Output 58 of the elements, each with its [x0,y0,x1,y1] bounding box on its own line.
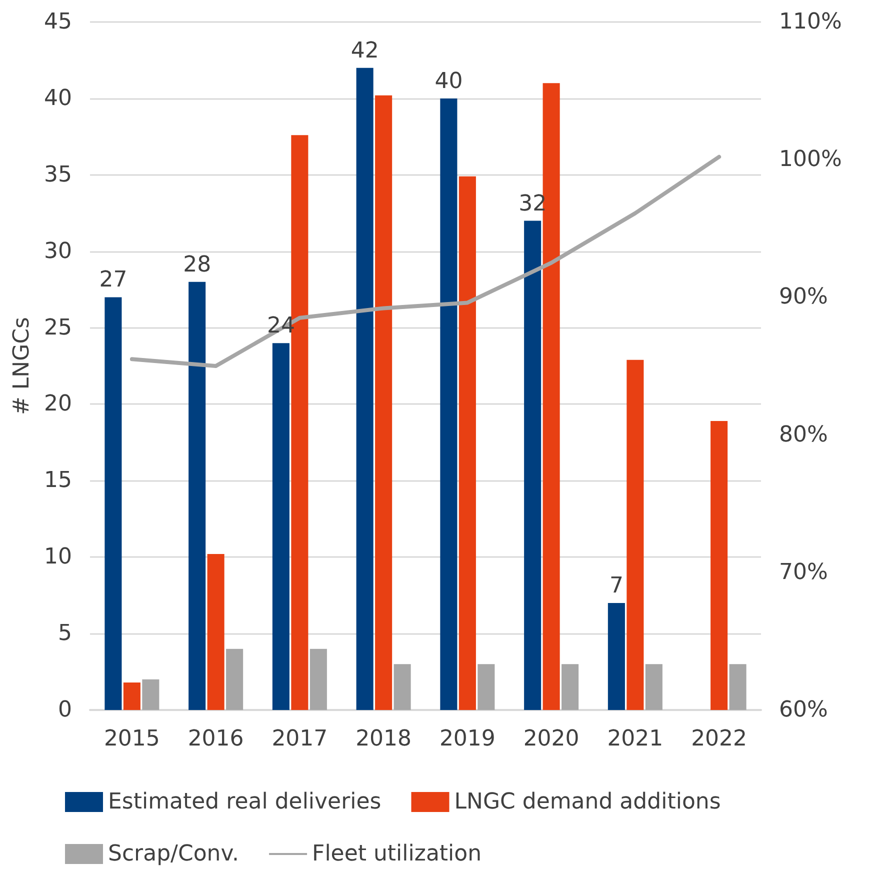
y2-tick-label: 90% [779,284,828,310]
x-tick-label: 2021 [607,726,664,752]
y2-tick-label: 80% [779,422,828,448]
y-tick-label: 10 [44,544,72,570]
x-tick-label: 2019 [439,726,496,752]
data-label: 27 [99,268,128,293]
line-series [130,154,722,368]
y-tick-label: 20 [44,392,72,417]
bar [188,282,206,710]
y-tick-label: 0 [58,698,72,722]
x-tick-label: 2015 [104,726,160,752]
bar [104,297,122,710]
bar [310,648,327,710]
y-axis-title: # LNGCs [10,316,35,416]
bar [645,664,662,710]
y-tick-label: 25 [44,315,72,340]
legend-label: Scrap/Conv. [108,842,240,866]
bar [608,602,625,710]
data-label: 24 [266,314,295,339]
data-label: 28 [183,252,212,278]
bar [626,360,644,710]
bar [272,343,290,710]
data-label: 7 [609,573,624,598]
y2-tick-label: 70% [779,560,828,585]
bar [394,664,411,710]
y-tick-label: 35 [44,162,72,188]
bar [542,83,560,710]
y2-tick-label: 100% [779,147,842,172]
legend-label: Estimated real deliveries [108,790,382,814]
y-tick-label: 15 [44,468,72,494]
x-tick-label: 2018 [356,726,412,752]
legend-label: LNGC demand additions [454,790,721,814]
x-tick-label: 2017 [272,726,328,752]
x-tick-label: 2020 [523,726,580,752]
x-tick-label: 2016 [188,726,244,752]
bar [123,682,140,710]
bar [478,664,495,710]
bar [142,679,160,710]
bar [562,664,579,710]
data-label: 40 [434,68,463,94]
bar [458,176,476,710]
y2-tick-label: 110% [779,10,842,34]
y-tick-label: 45 [44,10,72,34]
bar [356,68,374,710]
y-tick-label: 5 [58,621,72,646]
bar [226,648,244,710]
bar [524,220,542,710]
data-label: 42 [350,38,379,64]
bar [729,664,746,710]
bar [710,421,728,710]
bar [375,95,392,710]
bar [207,554,224,710]
bar [440,98,458,710]
x-tick-label: 2022 [691,726,748,752]
y-tick-label: 30 [44,238,72,264]
y2-tick-label: 60% [779,698,828,722]
y-tick-label: 40 [44,86,72,111]
legend-label: Fleet utilization [312,842,482,866]
